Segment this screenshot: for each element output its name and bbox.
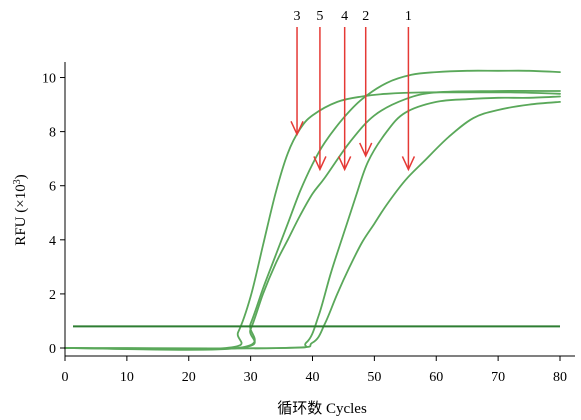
marker-label: 1 [405, 9, 412, 24]
curve-sample-5 [64, 69, 561, 351]
marker-label: 5 [316, 9, 323, 24]
curve-sample-1 [64, 101, 561, 350]
y-ticks: 0 2 4 6 8 10 [42, 72, 65, 357]
y-tick-label: 6 [49, 180, 56, 195]
marker-sample-2: 2 [359, 9, 373, 158]
y-tick-label: 2 [49, 288, 56, 303]
y-axis-title: RFU (×103) [12, 174, 30, 245]
curve-sample-2 [64, 95, 561, 350]
y-tick-label: 4 [49, 234, 56, 249]
y-tick-label: 10 [42, 72, 56, 87]
y-axis-title-close: ) [13, 174, 29, 179]
curve-sample-4 [64, 90, 561, 351]
y-axis-title-exponent: 3 [12, 179, 23, 184]
curve-sample-3 [64, 91, 561, 351]
marker-arrow-head [313, 156, 327, 172]
y-tick-label: 0 [49, 342, 56, 357]
marker-label: 2 [362, 9, 369, 24]
y-tick-label: 8 [49, 126, 56, 141]
x-tick-label: 30 [244, 370, 258, 385]
marker-sample-4: 4 [337, 9, 352, 172]
x-tick-label: 40 [306, 370, 320, 385]
marker-arrow-head [337, 156, 352, 172]
x-ticks: 0 10 20 30 40 50 60 70 80 [62, 356, 567, 385]
x-axis-title: 循环数 Cycles [277, 400, 367, 417]
x-tick-label: 70 [491, 370, 505, 385]
x-tick-label: 20 [182, 370, 196, 385]
marker-arrow-head [290, 121, 304, 137]
x-tick-label: 80 [553, 370, 567, 385]
marker-arrow-head [359, 142, 373, 158]
y-axis-title-main: RFU (×10 [13, 184, 29, 245]
x-tick-label: 10 [120, 370, 134, 385]
marker-sample-1: 1 [401, 9, 416, 172]
marker-label: 4 [341, 9, 348, 24]
amplification-curves [64, 69, 561, 351]
marker-sample-5: 5 [313, 9, 327, 172]
x-tick-label: 50 [367, 370, 381, 385]
marker-sample-3: 3 [290, 9, 304, 137]
marker-label: 3 [294, 9, 301, 24]
x-tick-label: 60 [429, 370, 443, 385]
axes [64, 62, 575, 357]
x-tick-label: 0 [62, 370, 69, 385]
marker-arrow-head [401, 156, 416, 172]
